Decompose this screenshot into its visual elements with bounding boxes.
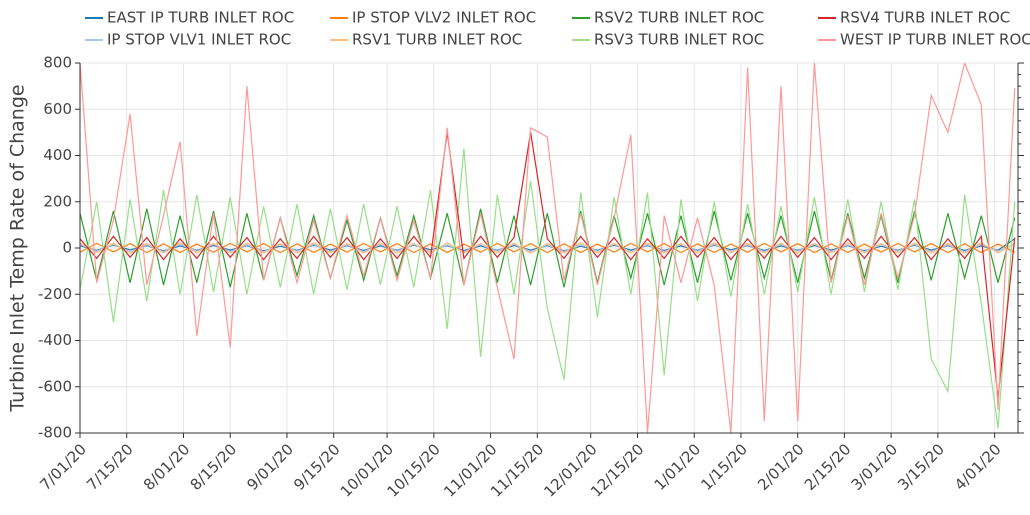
x-tick-label: 7/15/20: [83, 440, 137, 494]
y-tick-label: -200: [38, 285, 72, 303]
x-tick-label: 2/15/20: [801, 440, 855, 494]
series-line: [80, 241, 1015, 255]
x-tick-label: 3/01/20: [848, 440, 902, 494]
x-tick-label: 2/01/20: [754, 440, 808, 494]
y-tick-label: -400: [38, 331, 72, 349]
x-tick-label: 4/01/20: [951, 440, 1005, 494]
legend-label: IP STOP VLV1 INLET ROC: [107, 31, 291, 49]
legend-label: RSV4 TURB INLET ROC: [840, 9, 1010, 27]
series-line: [80, 242, 1015, 254]
x-tick-label: 3/15/20: [894, 440, 948, 494]
x-tick-label: 8/15/20: [187, 440, 241, 494]
y-tick-label: -800: [38, 424, 72, 442]
y-tick-label: 800: [43, 54, 72, 72]
legend-label: WEST IP TURB INLET ROC: [840, 31, 1030, 49]
legend-label: RSV1 TURB INLET ROC: [352, 31, 522, 49]
legend-label: RSV3 TURB INLET ROC: [594, 31, 764, 49]
legend-label: EAST IP TURB INLET ROC: [107, 9, 294, 27]
x-tick-label: 9/01/20: [243, 440, 297, 494]
x-tick-label: 8/01/20: [140, 440, 194, 494]
x-tick-label: 1/01/20: [651, 440, 705, 494]
y-tick-label: 600: [43, 100, 72, 118]
y-tick-label: 0: [62, 239, 72, 257]
series-line: [80, 132, 1016, 399]
x-tick-label: 9/15/20: [290, 440, 344, 494]
y-tick-label: -600: [38, 377, 72, 395]
legend-label: IP STOP VLV2 INLET ROC: [352, 9, 536, 27]
x-tick-label: 1/15/20: [697, 440, 751, 494]
y-axis-label: Turbine Inlet Temp Rate of Change: [7, 84, 29, 412]
y-tick-label: 400: [43, 146, 72, 164]
x-tick-label: 7/01/20: [36, 440, 90, 494]
y-tick-label: 200: [43, 192, 72, 210]
legend-label: RSV2 TURB INLET ROC: [594, 9, 764, 27]
series-line: [80, 63, 1016, 433]
